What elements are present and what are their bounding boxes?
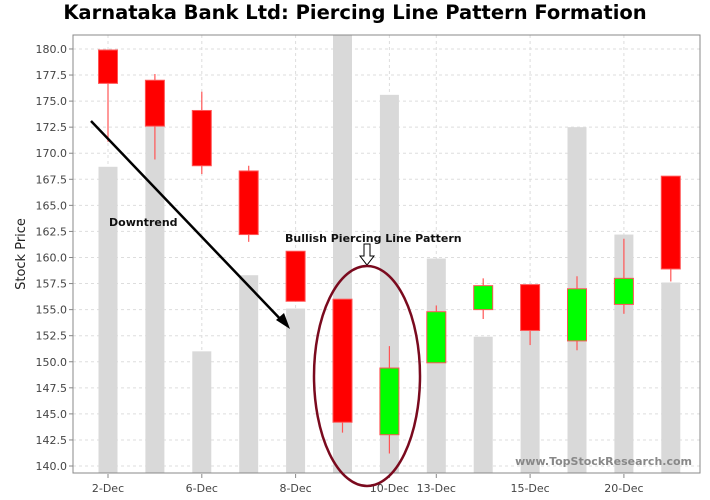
bullish-candle bbox=[379, 367, 400, 436]
pattern-highlight-ellipse bbox=[312, 264, 422, 488]
y-tick-label: 160.0 bbox=[36, 251, 68, 264]
y-tick-label: 157.5 bbox=[36, 278, 68, 291]
y-tick-label: 172.5 bbox=[36, 121, 68, 134]
x-tick-label: 20-Dec bbox=[604, 482, 643, 495]
volume-bar bbox=[473, 336, 493, 473]
bullish-candle bbox=[613, 277, 634, 305]
pattern-label: Bullish Piercing Line Pattern bbox=[285, 232, 462, 245]
y-tick-label: 147.5 bbox=[36, 382, 68, 395]
volume-bar bbox=[145, 126, 165, 473]
volume-bar bbox=[661, 282, 681, 473]
volume-bar bbox=[286, 308, 306, 473]
bullish-candle bbox=[567, 288, 587, 342]
x-tick-label: 2-Dec bbox=[92, 482, 124, 495]
y-tick-label: 167.5 bbox=[36, 173, 68, 186]
bullish-candle bbox=[426, 311, 447, 364]
bearish-candle bbox=[660, 175, 681, 270]
y-tick-label: 175.0 bbox=[36, 95, 68, 108]
bearish-candle bbox=[98, 49, 118, 84]
y-tick-label: 170.0 bbox=[36, 147, 68, 160]
bearish-candle bbox=[285, 250, 306, 302]
volume-bar bbox=[98, 166, 118, 473]
volume-bar bbox=[239, 275, 259, 473]
downtrend-arrow-line bbox=[90, 120, 286, 325]
volume-bar bbox=[520, 293, 540, 473]
y-tick-label: 150.0 bbox=[36, 356, 68, 369]
y-tick-label: 177.5 bbox=[36, 69, 68, 82]
y-axis-label: Stock Price bbox=[14, 218, 29, 290]
x-tick-label: 6-Dec bbox=[186, 482, 218, 495]
bearish-candle bbox=[191, 109, 212, 167]
y-tick-label: 162.5 bbox=[36, 225, 68, 238]
x-tick-label: 8-Dec bbox=[279, 482, 311, 495]
bearish-candle bbox=[238, 170, 259, 236]
x-tick-label: 13-Dec bbox=[417, 482, 456, 495]
watermark: www.TopStockResearch.com bbox=[515, 455, 692, 468]
bearish-candle bbox=[520, 284, 541, 331]
y-tick-label: 152.5 bbox=[36, 330, 68, 343]
y-tick-label: 142.5 bbox=[36, 434, 68, 447]
down-arrow-icon bbox=[358, 243, 376, 266]
y-tick-label: 145.0 bbox=[36, 408, 68, 421]
y-tick-label: 180.0 bbox=[36, 43, 68, 56]
y-tick-label: 140.0 bbox=[36, 460, 68, 473]
volume-bar bbox=[192, 351, 212, 473]
bullish-candle bbox=[473, 285, 494, 311]
x-tick-label: 15-Dec bbox=[510, 482, 549, 495]
y-tick-label: 165.0 bbox=[36, 199, 68, 212]
downtrend-label: Downtrend bbox=[109, 216, 178, 229]
chart-title: Karnataka Bank Ltd: Piercing Line Patter… bbox=[63, 1, 647, 24]
downtrend-arrowhead-icon bbox=[276, 313, 290, 329]
volume-bar bbox=[426, 258, 446, 473]
bearish-candle bbox=[144, 79, 165, 127]
bearish-candle bbox=[332, 298, 353, 423]
plot-border bbox=[72, 34, 701, 474]
y-tick-label: 155.0 bbox=[36, 304, 68, 317]
x-tick-label: 10-Dec bbox=[370, 482, 409, 495]
